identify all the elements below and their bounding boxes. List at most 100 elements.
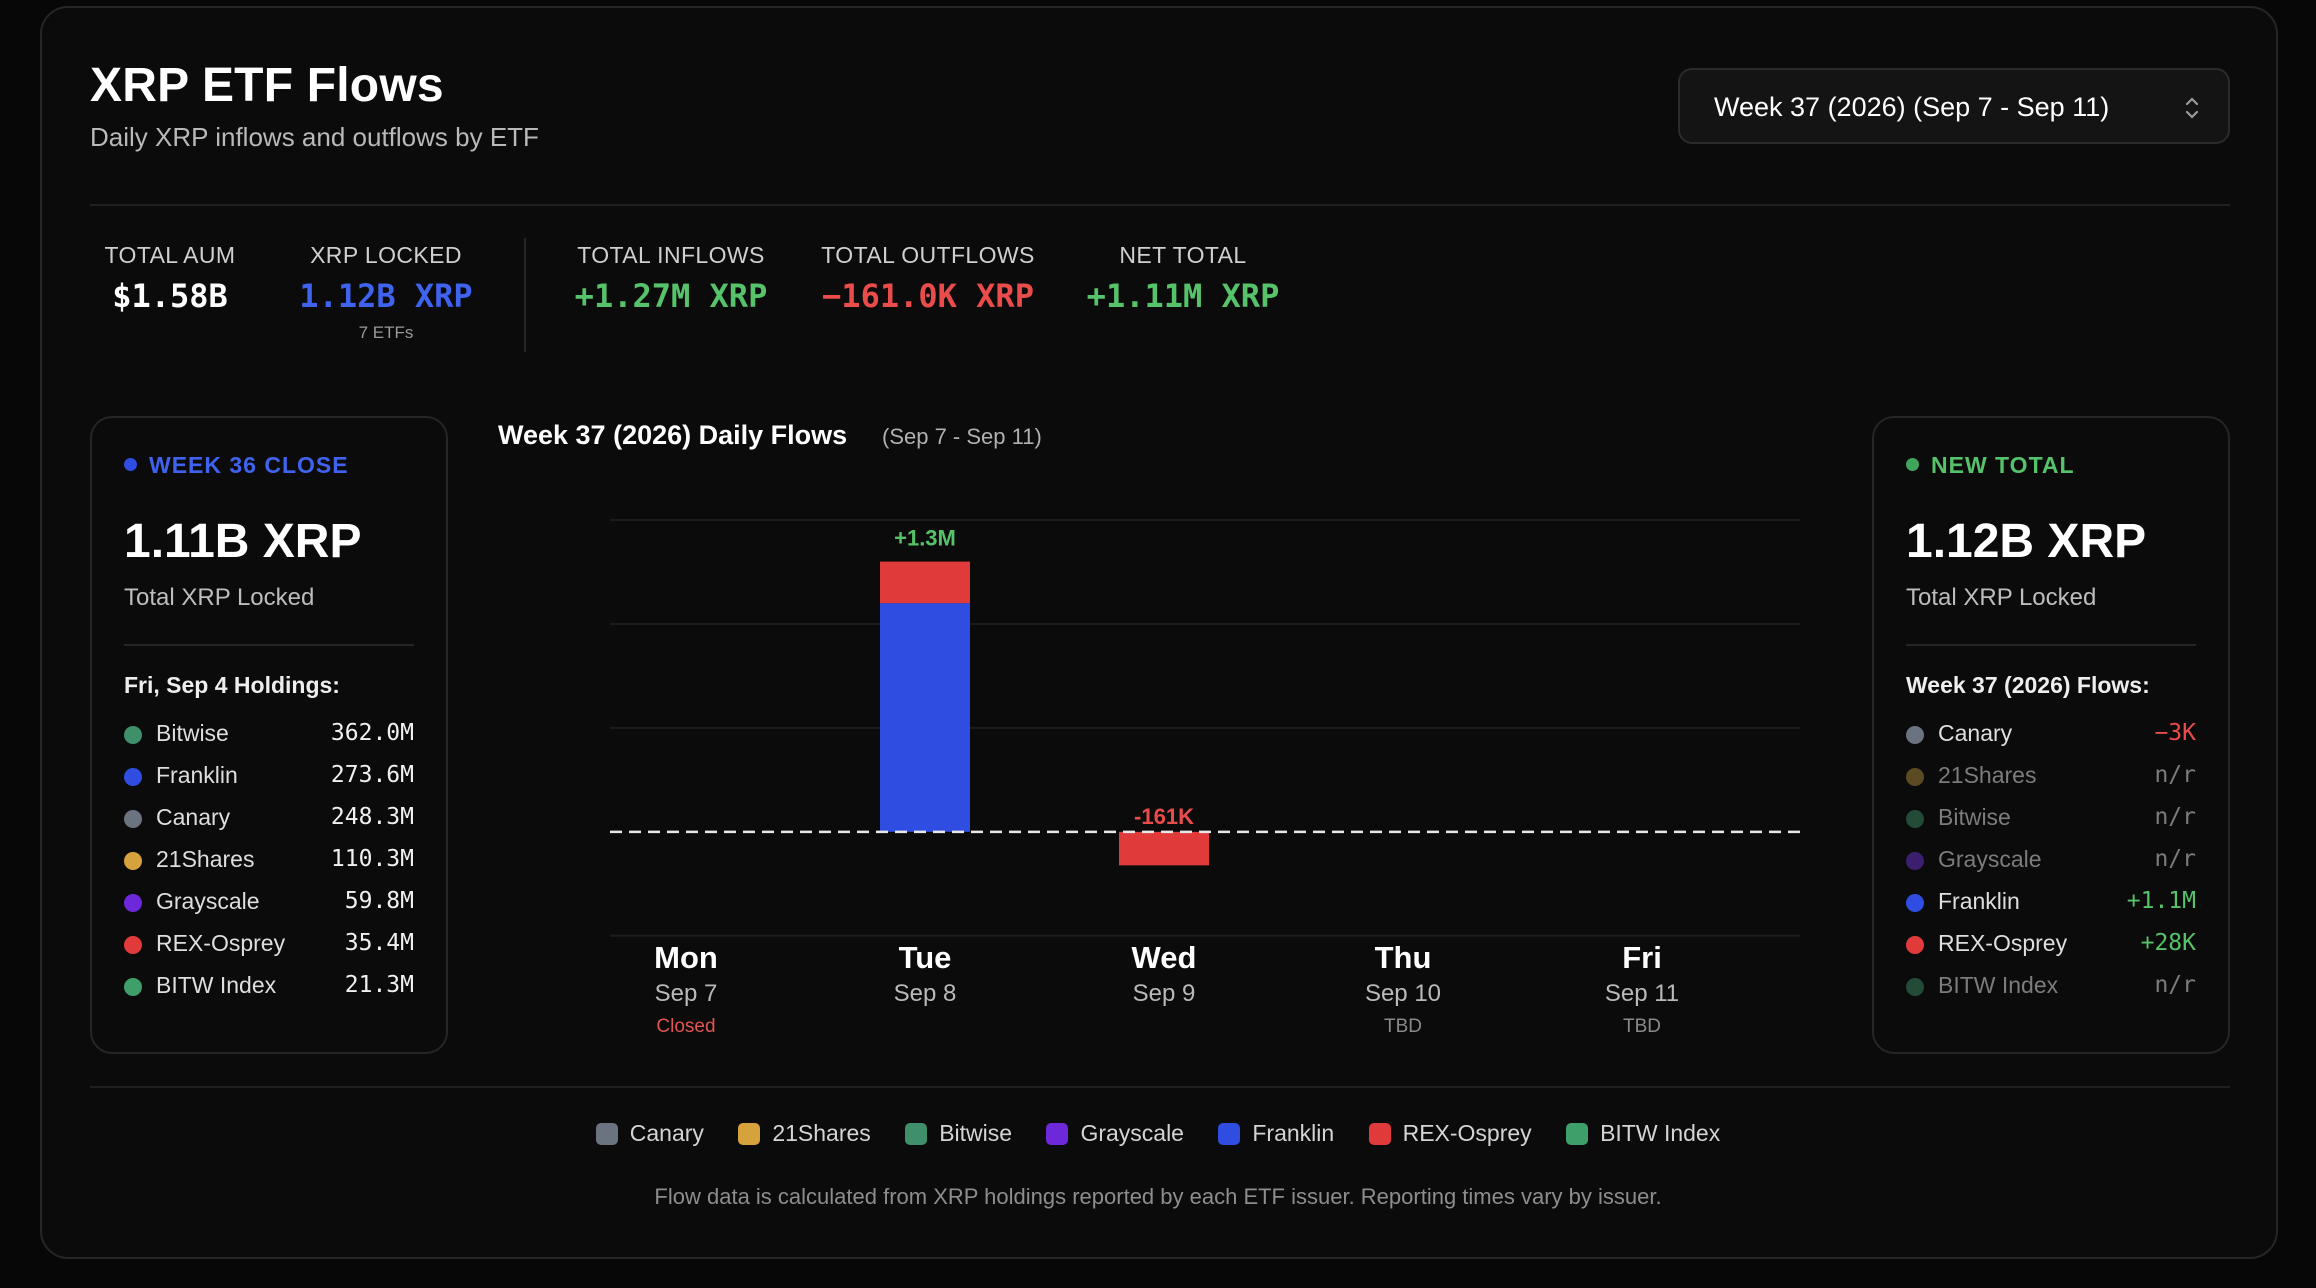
- bar-total-label: -161K: [1134, 804, 1194, 829]
- panel-divider: [1906, 644, 2196, 646]
- list-item: Grayscale n/r: [1906, 842, 2196, 884]
- stat-xrp-locked: XRP LOCKED 1.12B XRP 7 ETFs: [286, 242, 486, 343]
- day-date: Sep 7: [654, 980, 718, 1007]
- bar-total-label: +1.3M: [894, 526, 956, 551]
- day-date: Sep 11: [1604, 980, 1680, 1007]
- day-date: Sep 10: [1364, 980, 1442, 1007]
- swatch: [124, 894, 142, 912]
- legend-item[interactable]: REX-Osprey: [1368, 1120, 1532, 1147]
- legend-swatch: [1368, 1123, 1391, 1145]
- bar-segment: [880, 561, 970, 604]
- day-label: Thu: [1374, 940, 1432, 975]
- list-item: 21Shares n/r: [1906, 758, 2196, 800]
- bar-segment: [880, 603, 970, 832]
- legend-swatch: [1046, 1123, 1069, 1145]
- swatch: [1906, 936, 1924, 954]
- list-item: Franklin 273.6M: [124, 758, 414, 800]
- stat-note: 7 ETFs: [358, 323, 414, 342]
- stats-divider: [524, 238, 526, 352]
- panel-heading: Fri, Sep 4 Holdings:: [124, 672, 340, 698]
- swatch: [124, 852, 142, 870]
- panel-divider: [124, 644, 414, 646]
- stat-total-outflows: TOTAL OUTFLOWS −161.0K XRP: [810, 242, 1046, 315]
- list-item: REX-Osprey 35.4M: [124, 926, 414, 968]
- day-date: Sep 8: [893, 980, 957, 1007]
- legend-item[interactable]: Bitwise: [905, 1120, 1012, 1147]
- stat-value: $1.58B: [112, 277, 228, 315]
- panel-caption: Total XRP Locked: [124, 584, 315, 611]
- panel-tag: WEEK 36 CLOSE: [124, 452, 349, 479]
- week-select-value: Week 37 (2026) (Sep 7 - Sep 11): [1714, 92, 2110, 122]
- legend-swatch: [595, 1123, 618, 1145]
- panel-total: 1.12B XRP: [1906, 515, 2147, 568]
- list-item: Grayscale 59.8M: [124, 884, 414, 926]
- stat-label: TOTAL INFLOWS: [577, 242, 765, 268]
- stat-value: 1.12B XRP: [299, 277, 473, 315]
- swatch: [1906, 852, 1924, 870]
- legend-item[interactable]: 21Shares: [738, 1120, 871, 1147]
- daily-flows-chart: +1.3M -161K: [610, 519, 1800, 937]
- list-item: REX-Osprey +28K: [1906, 926, 2196, 968]
- stat-net-total: NET TOTAL +1.11M XRP: [1076, 242, 1290, 315]
- bar-segment: [1119, 831, 1209, 866]
- swatch: [1906, 810, 1924, 828]
- day-mon: Mon Sep 7 Closed: [586, 940, 786, 1038]
- legend-item[interactable]: BITW Index: [1566, 1120, 1720, 1147]
- stat-label: NET TOTAL: [1119, 242, 1247, 268]
- day-wed: Wed Sep 9: [1064, 940, 1264, 1008]
- panel-heading: Week 37 (2026) Flows:: [1906, 672, 2150, 698]
- stat-value: +1.11M XRP: [1086, 277, 1280, 315]
- status-dot: [124, 458, 137, 471]
- swatch: [124, 978, 142, 996]
- footer-note: Flow data is calculated from XRP holding…: [654, 1184, 1662, 1209]
- day-label: Fri: [1622, 940, 1662, 975]
- swatch: [1906, 768, 1924, 786]
- chevron-updown-icon: [2185, 97, 2199, 119]
- flows-list: Canary −3K 21Shares n/r Bitwise n/r Graysca…: [1906, 716, 2196, 1010]
- list-item: Canary −3K: [1906, 716, 2196, 758]
- day-label: Wed: [1131, 940, 1197, 975]
- legend-swatch: [1218, 1123, 1241, 1145]
- day-thu: Thu Sep 10 TBD: [1303, 940, 1503, 1038]
- week-close-panel: WEEK 36 CLOSE 1.11B XRP Total XRP Locked…: [90, 416, 448, 1054]
- legend-swatch: [1566, 1123, 1589, 1145]
- list-item: Bitwise 362.0M: [124, 716, 414, 758]
- stat-label: TOTAL OUTFLOWS: [821, 242, 1035, 268]
- stat-value: +1.27M XRP: [574, 277, 768, 315]
- page-title: XRP ETF Flows: [90, 59, 444, 112]
- panel-tag: NEW TOTAL: [1906, 452, 2075, 479]
- day-label: Tue: [898, 940, 952, 975]
- list-item: 21Shares 110.3M: [124, 842, 414, 884]
- stat-label: XRP LOCKED: [310, 242, 462, 268]
- legend-item[interactable]: Grayscale: [1046, 1120, 1184, 1147]
- list-item: Bitwise n/r: [1906, 800, 2196, 842]
- day-label: Mon: [654, 940, 718, 975]
- chart-title: Week 37 (2026) Daily Flows: [498, 420, 848, 450]
- panel-caption: Total XRP Locked: [1906, 584, 2097, 611]
- swatch: [1906, 726, 1924, 744]
- header-divider: [90, 204, 2230, 206]
- swatch: [1906, 978, 1924, 996]
- swatch: [124, 726, 142, 744]
- legend-item[interactable]: Canary: [595, 1120, 704, 1147]
- week-select[interactable]: Week 37 (2026) (Sep 7 - Sep 11): [1678, 68, 2230, 144]
- holdings-list: Bitwise 362.0M Franklin 273.6M Canary 248.3…: [124, 716, 414, 1010]
- day-status: TBD: [1384, 1016, 1422, 1037]
- status-dot: [1906, 458, 1919, 471]
- list-item: Canary 248.3M: [124, 800, 414, 842]
- day-fri: Fri Sep 11 TBD: [1542, 940, 1742, 1038]
- list-item: BITW Index n/r: [1906, 968, 2196, 1010]
- stat-total-aum: TOTAL AUM $1.58B: [96, 242, 244, 315]
- legend-item[interactable]: Franklin: [1218, 1120, 1334, 1147]
- stat-total-inflows: TOTAL INFLOWS +1.27M XRP: [566, 242, 776, 315]
- day-status: TBD: [1623, 1016, 1661, 1037]
- day-date: Sep 9: [1132, 980, 1196, 1007]
- legend-swatch: [738, 1123, 761, 1145]
- list-item: Franklin +1.1M: [1906, 884, 2196, 926]
- swatch: [124, 810, 142, 828]
- chart-legend: Canary 21Shares Bitwise Grayscale Frankl…: [0, 1120, 2316, 1147]
- legend-swatch: [905, 1123, 928, 1145]
- stat-value: −161.0K XRP: [822, 277, 1034, 315]
- list-item: BITW Index 21.3M: [124, 968, 414, 1010]
- footer-divider: [90, 1086, 2230, 1088]
